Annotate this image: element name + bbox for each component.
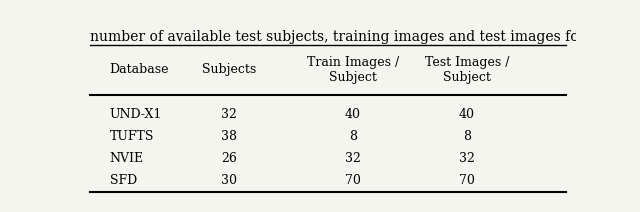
Text: 8: 8 (349, 130, 357, 143)
Text: 40: 40 (345, 108, 361, 121)
Text: Train Images /
Subject: Train Images / Subject (307, 56, 399, 84)
Text: 30: 30 (221, 174, 237, 187)
Text: number of available test subjects, training images and test images fo: number of available test subjects, train… (90, 30, 579, 44)
Text: Database: Database (110, 63, 169, 76)
Text: 26: 26 (221, 152, 237, 165)
Text: 8: 8 (463, 130, 471, 143)
Text: TUFTS: TUFTS (110, 130, 154, 143)
Text: 70: 70 (459, 174, 475, 187)
Text: 70: 70 (345, 174, 361, 187)
Text: UND-X1: UND-X1 (110, 108, 162, 121)
Text: NVIE: NVIE (110, 152, 144, 165)
Text: Subjects: Subjects (202, 63, 256, 76)
Text: 40: 40 (459, 108, 475, 121)
Text: 38: 38 (221, 130, 237, 143)
Text: 32: 32 (459, 152, 475, 165)
Text: 32: 32 (221, 108, 237, 121)
Text: Test Images /
Subject: Test Images / Subject (424, 56, 509, 84)
Text: 32: 32 (345, 152, 361, 165)
Text: SFD: SFD (110, 174, 137, 187)
